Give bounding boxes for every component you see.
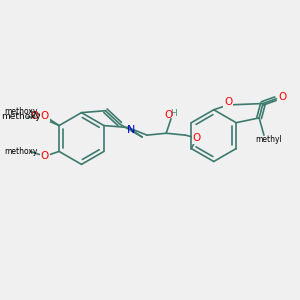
Text: O: O xyxy=(164,110,172,120)
Text: O: O xyxy=(224,97,232,107)
Text: methoxy: methoxy xyxy=(1,112,40,122)
Text: N: N xyxy=(127,125,135,135)
Text: O: O xyxy=(40,151,49,161)
Text: methyl: methyl xyxy=(255,135,282,144)
Text: O: O xyxy=(30,111,38,121)
Text: O: O xyxy=(278,92,286,102)
Text: methoxy: methoxy xyxy=(4,147,38,156)
Text: O: O xyxy=(40,111,49,121)
Text: O: O xyxy=(193,133,201,143)
Text: methoxy: methoxy xyxy=(4,107,38,116)
Text: H: H xyxy=(170,109,177,118)
